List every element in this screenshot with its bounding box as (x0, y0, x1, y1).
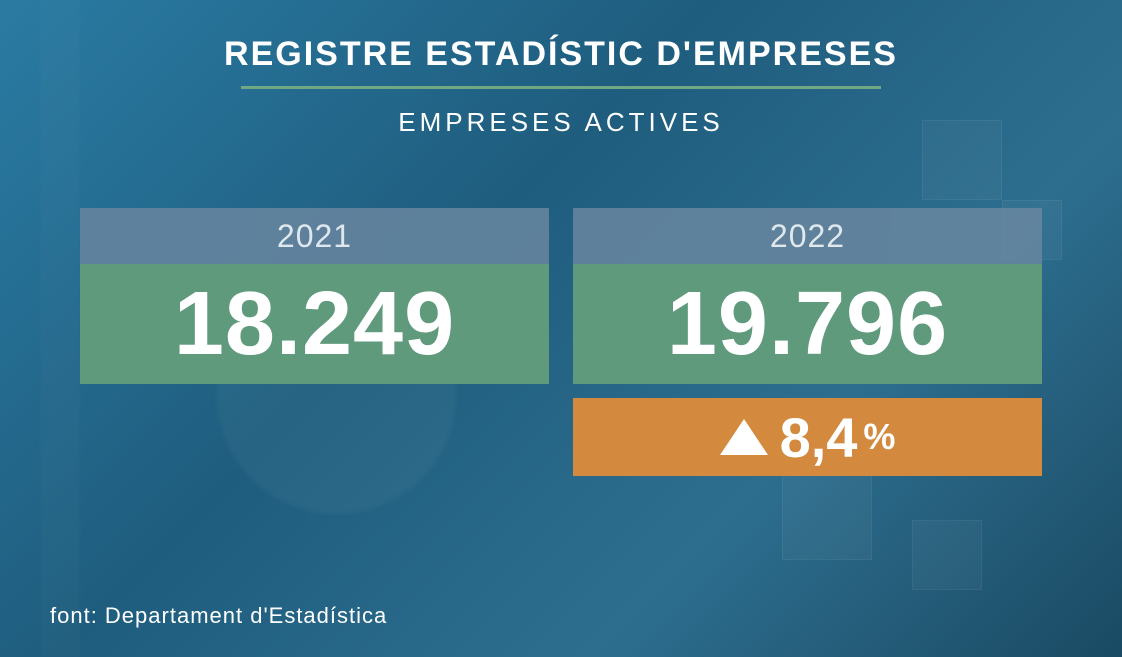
triangle-up-icon (720, 419, 768, 455)
value-label: 18.249 (80, 264, 549, 384)
panel-2022: 2022 19.796 8,4 % (573, 208, 1042, 476)
page-title: REGISTRE ESTADÍSTIC D'EMPRESES (50, 35, 1072, 74)
page-subtitle: EMPRESES ACTIVES (50, 107, 1072, 138)
title-rule (241, 86, 881, 89)
source-credit: font: Departament d'Estadística (50, 603, 387, 629)
value-label: 19.796 (573, 264, 1042, 384)
change-badge: 8,4 % (573, 398, 1042, 476)
change-unit: % (863, 416, 895, 458)
panels-row: 2021 18.249 2022 19.796 8,4 % (50, 208, 1072, 476)
panel-2021: 2021 18.249 (80, 208, 549, 476)
year-label: 2021 (80, 208, 549, 264)
year-label: 2022 (573, 208, 1042, 264)
change-value: 8,4 (780, 405, 858, 470)
content-wrapper: REGISTRE ESTADÍSTIC D'EMPRESES EMPRESES … (0, 0, 1122, 657)
